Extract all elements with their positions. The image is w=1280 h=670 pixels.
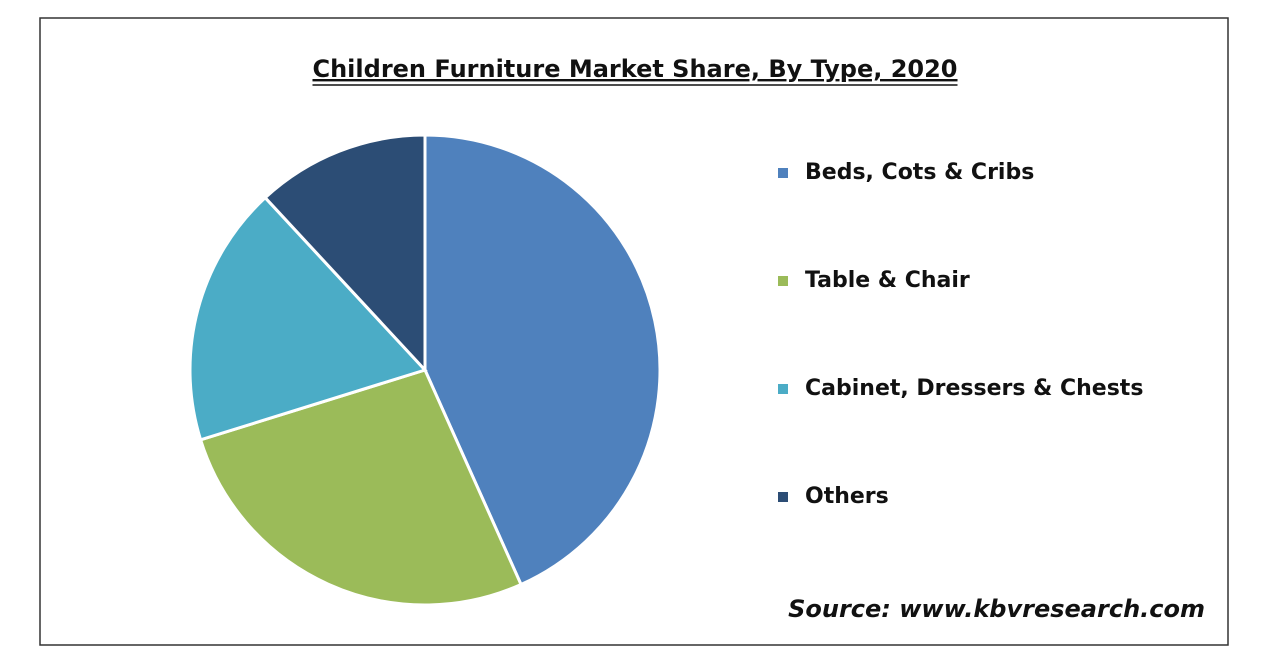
legend-swatch <box>778 168 788 178</box>
source-note: Source: www.kbvresearch.com <box>788 595 1205 623</box>
legend-label: Table & Chair <box>805 268 970 293</box>
legend-swatch <box>778 276 788 286</box>
pie-slice <box>188 195 428 442</box>
pie-slice <box>423 133 662 587</box>
legend-label: Others <box>805 484 889 509</box>
chart-title: Children Furniture Market Share, By Type… <box>312 55 957 83</box>
legend-swatch <box>778 492 788 502</box>
legend-label: Cabinet, Dressers & Chests <box>805 376 1143 401</box>
pie-slice <box>198 368 524 607</box>
legend-label: Beds, Cots & Cribs <box>805 160 1034 185</box>
legend-swatch <box>778 384 788 394</box>
pie-slice <box>263 133 427 374</box>
